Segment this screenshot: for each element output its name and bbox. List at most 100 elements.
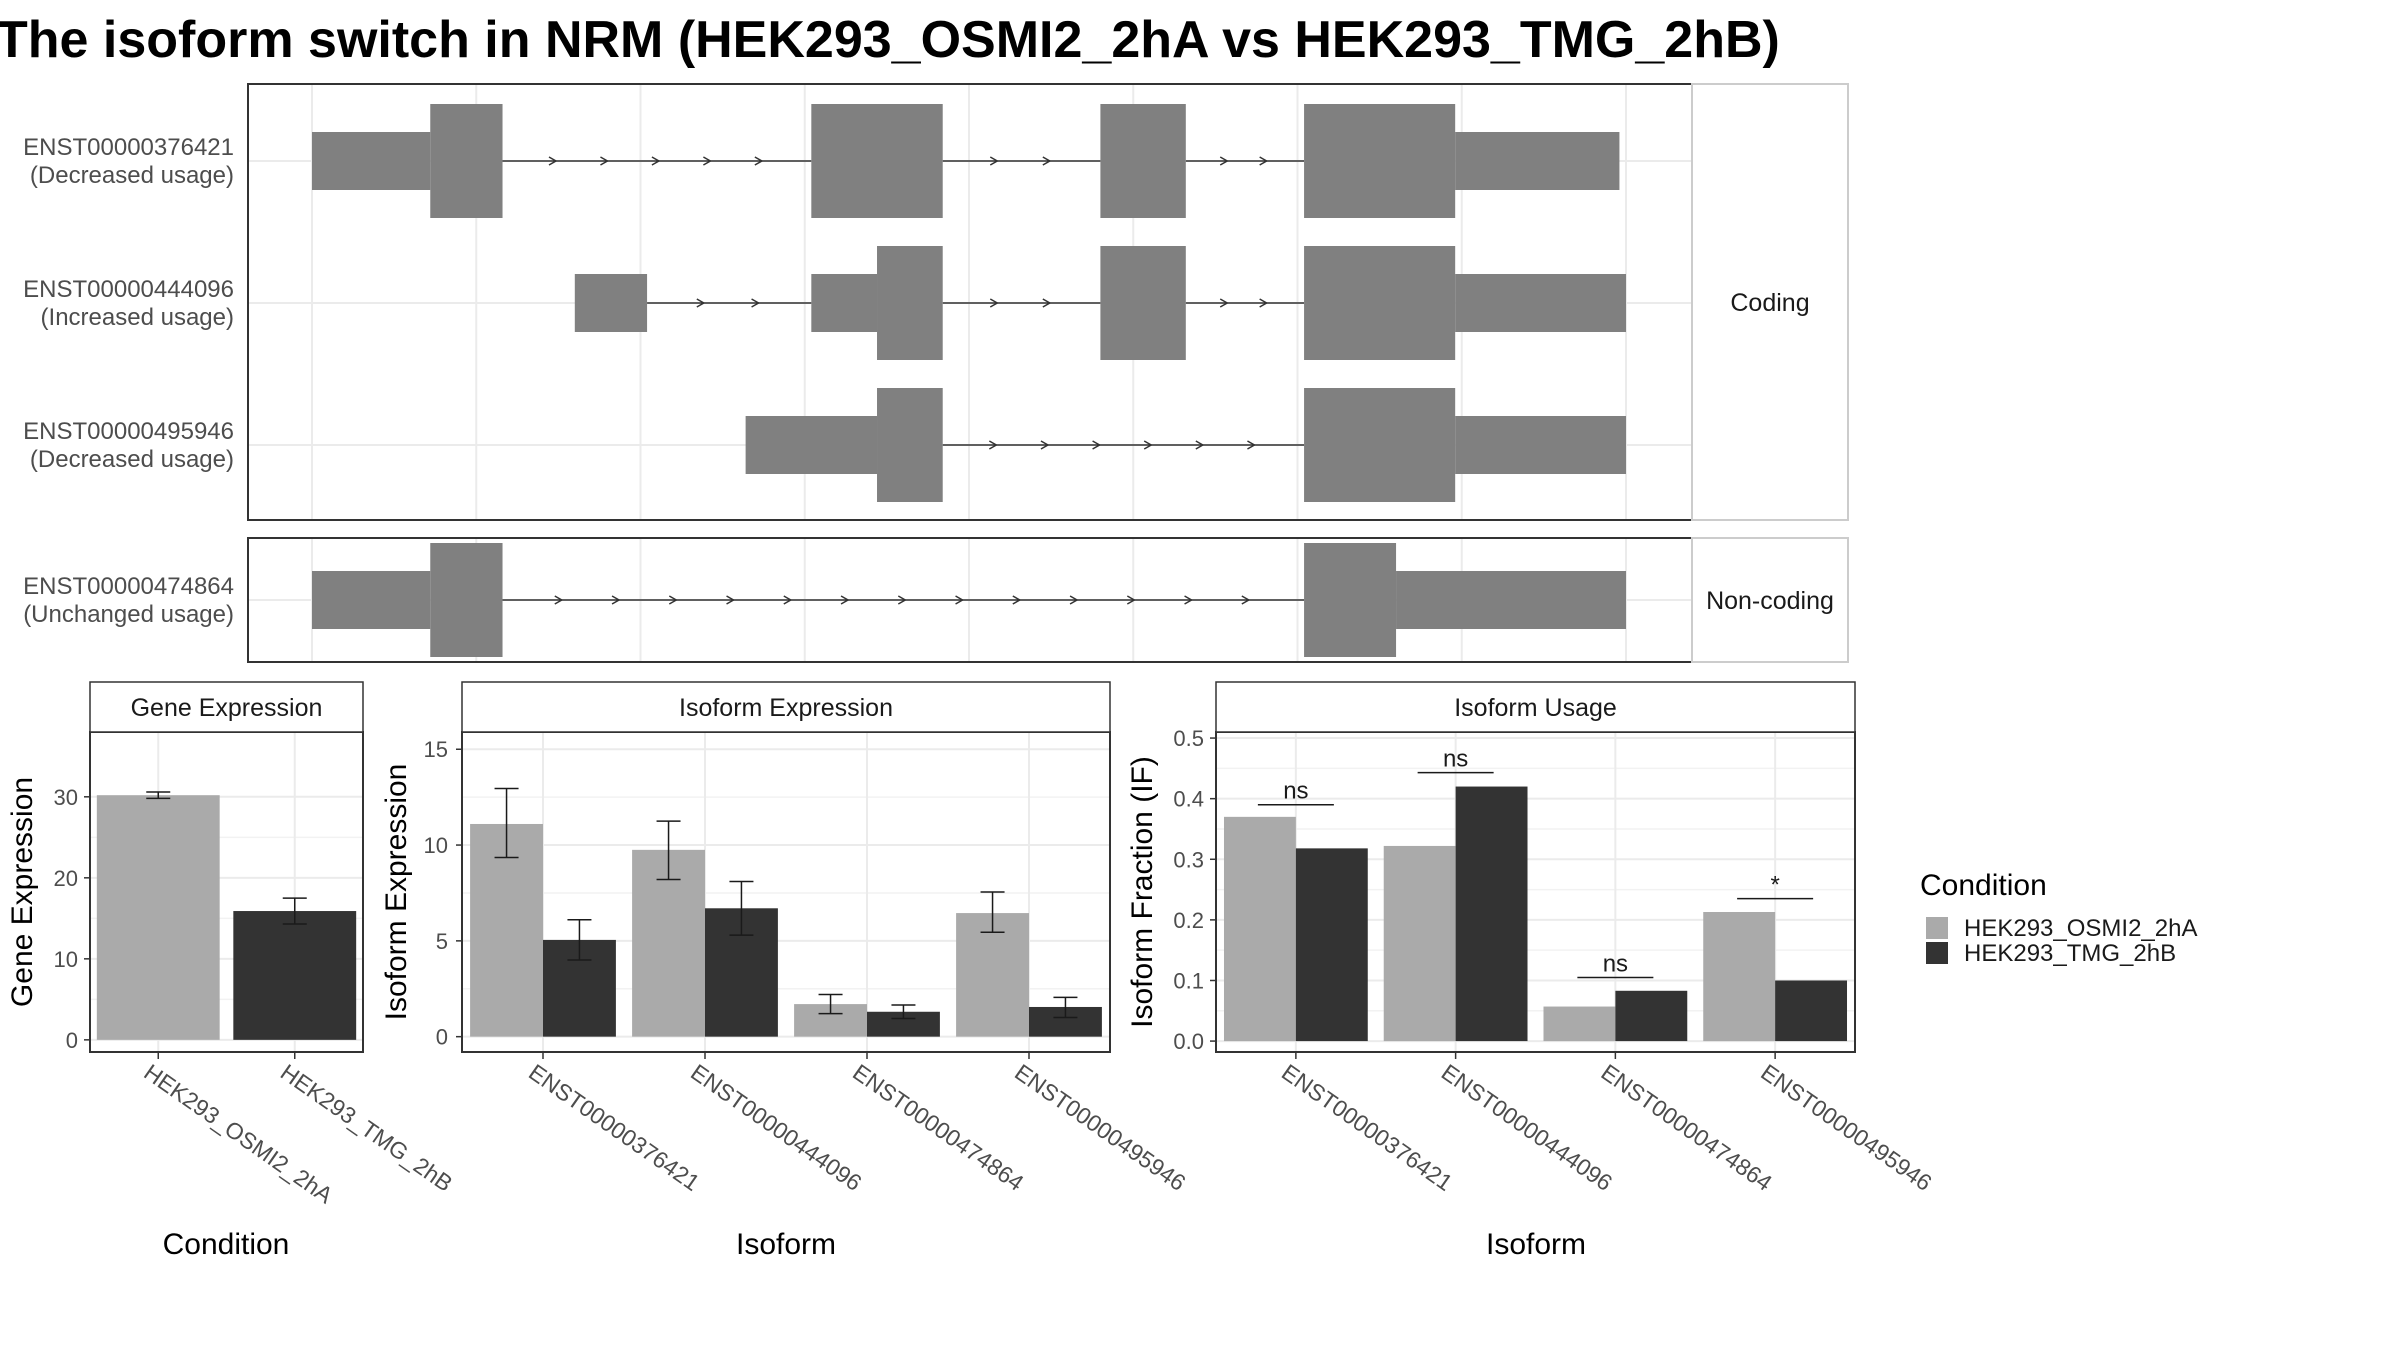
x-tick-label: ENST00000474864	[1597, 1059, 1778, 1196]
error-bar	[980, 891, 1005, 933]
bar	[1543, 1006, 1616, 1042]
strand-arrow	[696, 298, 706, 308]
strand-arrow	[1241, 595, 1251, 605]
x-axis-title: Isoform	[736, 1228, 836, 1261]
transcript-usage-label: (Unchanged usage)	[23, 601, 234, 628]
chart-strip	[1215, 681, 1856, 733]
error-bar	[494, 787, 519, 859]
strand-arrow	[1042, 156, 1052, 166]
transcript-id-label: ENST00000495946	[23, 418, 234, 445]
strand-arrow	[1259, 298, 1269, 308]
significance-label: ns	[1603, 950, 1628, 977]
strand-arrow	[1184, 595, 1194, 605]
transcript-usage-label: (Increased usage)	[41, 304, 234, 331]
strand-arrow	[548, 156, 558, 166]
x-axis-title: Isoform	[1486, 1228, 1586, 1261]
cds-exon	[877, 246, 943, 360]
strand-arrow	[1195, 440, 1205, 450]
error-bar	[282, 897, 307, 925]
strand-arrow	[1259, 156, 1269, 166]
strand-arrow	[989, 156, 999, 166]
strand-arrow	[897, 595, 907, 605]
error-bar	[567, 919, 592, 961]
strand-arrow	[600, 156, 609, 166]
chart-strip	[89, 681, 364, 733]
cds-exon	[1100, 104, 1186, 218]
strand-arrow	[651, 156, 661, 166]
y-tick-label: 0.5	[1173, 726, 1204, 751]
error-bar	[1053, 996, 1078, 1019]
transcript-id-label: ENST00000376421	[23, 134, 234, 161]
significance-label: ns	[1443, 746, 1468, 773]
cds-exon	[430, 543, 503, 657]
strand-arrow	[1143, 440, 1153, 450]
utr-exon	[1455, 416, 1626, 474]
y-tick-label: 10	[54, 947, 78, 972]
panel-strip	[1691, 537, 1849, 663]
utr-exon	[574, 274, 648, 332]
cds-exon	[1304, 104, 1456, 218]
bar	[96, 795, 220, 1040]
bar	[470, 823, 543, 1037]
y-tick-label: 0.3	[1173, 847, 1204, 872]
figure-title: The isoform switch in NRM (HEK293_OSMI2_…	[0, 11, 1780, 69]
cds-exon	[1100, 246, 1186, 360]
strand-arrow	[668, 595, 678, 605]
cds-exon	[430, 104, 503, 218]
legend-key	[1926, 942, 1948, 964]
panel-strip-label: Non-coding	[1706, 587, 1834, 615]
legend-key	[1926, 917, 1948, 939]
chart-strip-label: Isoform Expression	[679, 694, 893, 722]
strand-arrow	[1247, 440, 1256, 450]
transcript-id-label: ENST00000444096	[23, 276, 234, 303]
cds-exon	[1304, 388, 1456, 502]
y-tick-label: 0.4	[1173, 787, 1204, 812]
chart-strip-label: Isoform Usage	[1454, 694, 1617, 722]
y-tick-label: 15	[424, 737, 448, 762]
strand-arrow	[1219, 298, 1229, 308]
bar	[632, 849, 705, 1037]
strand-arrow	[840, 595, 850, 605]
panel-strip-label: Coding	[1730, 289, 1809, 317]
utr-exon	[1455, 274, 1626, 332]
transcript-id-label: ENST00000474864	[23, 573, 234, 600]
error-bar	[729, 880, 754, 936]
strand-arrow	[751, 298, 761, 308]
strand-arrow	[1092, 440, 1102, 450]
strand-arrow	[703, 156, 712, 166]
x-axis-title: Condition	[163, 1228, 290, 1261]
x-tick-label: ENST00000444096	[686, 1059, 866, 1196]
cds-exon	[877, 388, 943, 502]
utr-exon	[1455, 132, 1620, 190]
strand-arrow	[1219, 156, 1229, 166]
utr-exon	[312, 132, 431, 190]
utr-exon	[1396, 571, 1626, 629]
bar	[1703, 912, 1776, 1042]
strand-arrow	[1126, 595, 1136, 605]
x-tick-label: ENST00000444096	[1437, 1059, 1617, 1196]
error-bar	[656, 820, 681, 881]
chart-strip-label: Gene Expression	[131, 694, 323, 722]
strand-arrow	[988, 440, 998, 450]
y-tick-label: 0.1	[1173, 968, 1204, 993]
utr-exon	[811, 274, 878, 332]
y-tick-label: 10	[424, 833, 448, 858]
error-bar	[146, 791, 171, 800]
y-tick-label: 0	[436, 1025, 448, 1050]
x-tick-label: ENST00000495946	[1756, 1059, 1936, 1196]
panel-strip	[1691, 83, 1849, 521]
y-axis-title: Isoform Fraction (IF)	[1126, 756, 1159, 1028]
error-bar	[818, 993, 843, 1015]
y-axis-title: Gene Expression	[6, 777, 39, 1007]
bar	[1775, 980, 1848, 1042]
strand-arrow	[1042, 298, 1052, 308]
cds-exon	[811, 104, 943, 218]
transcript-usage-label: (Decreased usage)	[30, 446, 234, 473]
strand-arrow	[1040, 440, 1050, 450]
error-bar	[891, 1004, 916, 1020]
cds-exon	[1304, 543, 1397, 657]
strand-arrow	[955, 595, 965, 605]
legend-label: HEK293_TMG_2hB	[1964, 940, 2176, 967]
significance-label: *	[1770, 872, 1779, 899]
bar	[956, 913, 1029, 1037]
